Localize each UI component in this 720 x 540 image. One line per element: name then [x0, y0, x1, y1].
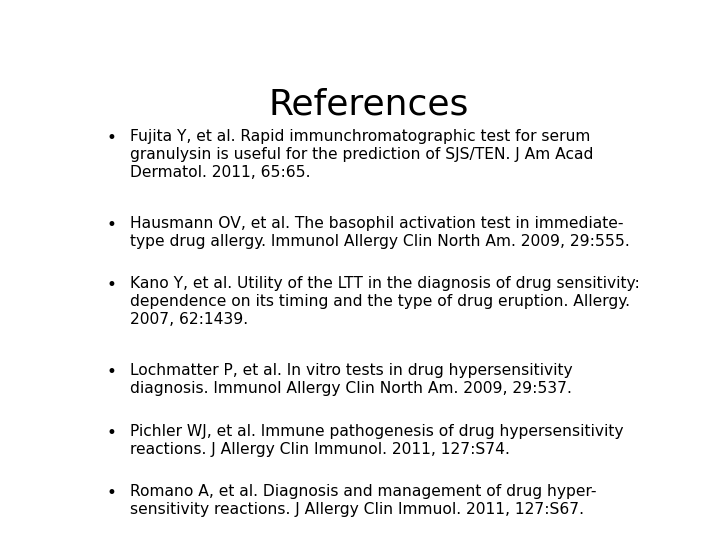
Text: Romano A, et al. Diagnosis and management of drug hyper-
sensitivity reactions. : Romano A, et al. Diagnosis and managemen…: [130, 484, 597, 517]
Text: •: •: [107, 424, 116, 442]
Text: •: •: [107, 363, 116, 381]
Text: •: •: [107, 484, 116, 502]
Text: Fujita Y, et al. Rapid immunchromatographic test for serum
granulysin is useful : Fujita Y, et al. Rapid immunchromatograp…: [130, 129, 593, 180]
Text: Kano Y, et al. Utility of the LTT in the diagnosis of drug sensitivity:
dependen: Kano Y, et al. Utility of the LTT in the…: [130, 276, 640, 327]
Text: Lochmatter P, et al. In vitro tests in drug hypersensitivity
diagnosis. Immunol : Lochmatter P, et al. In vitro tests in d…: [130, 363, 573, 396]
Text: •: •: [107, 129, 116, 147]
Text: •: •: [107, 276, 116, 294]
Text: Pichler WJ, et al. Immune pathogenesis of drug hypersensitivity
reactions. J All: Pichler WJ, et al. Immune pathogenesis o…: [130, 424, 624, 457]
Text: References: References: [269, 87, 469, 122]
Text: Hausmann OV, et al. The basophil activation test in immediate-
type drug allergy: Hausmann OV, et al. The basophil activat…: [130, 216, 630, 249]
Text: •: •: [107, 216, 116, 234]
